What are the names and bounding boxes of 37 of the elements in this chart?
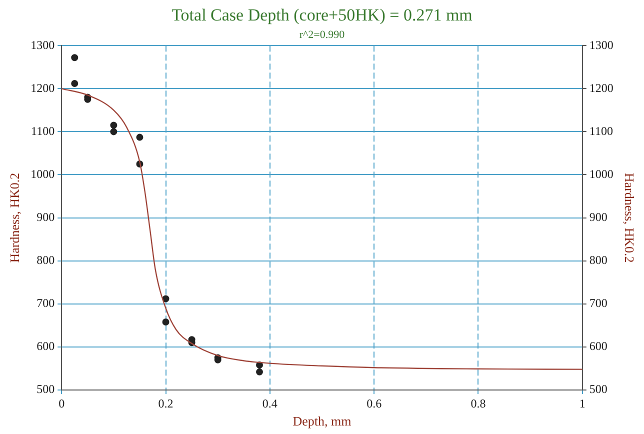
y-axis-title: Hardness, HK0.2	[7, 172, 22, 263]
point	[162, 318, 170, 326]
y-tick-label: 1000	[30, 166, 55, 181]
y-tick-label: 1100	[31, 124, 55, 138]
x-tick-label: 0.4	[262, 396, 278, 410]
y-tick-label: 800	[36, 253, 55, 268]
point	[71, 54, 78, 62]
y2-tick-label: 1200	[589, 80, 614, 95]
y2-tick-label: 500	[589, 382, 608, 396]
y2-tick-label: 800	[589, 253, 608, 268]
y2-tick-label: 700	[589, 296, 608, 310]
x-tick-label: 1	[579, 396, 586, 410]
point	[162, 295, 170, 302]
y2-tick-label: 600	[589, 339, 608, 354]
chart-title: Total Case Depth (core+50HK) = 0.271 mm	[172, 6, 472, 25]
y-tick-label: 500	[36, 382, 55, 396]
x-tick-label: 0.8	[470, 396, 486, 410]
y-tick-label: 700	[36, 296, 55, 310]
chart-subtitle: r^2=0.990	[299, 28, 346, 41]
y-tick-label: 1300	[30, 38, 55, 52]
x-tick-label: 0	[58, 396, 65, 410]
y-tick-label: 900	[36, 210, 55, 224]
point	[71, 80, 78, 87]
y2-tick-label: 900	[589, 210, 608, 224]
y2-tick-label: 1300	[589, 38, 614, 52]
x-axis-title: Depth, mm	[292, 414, 352, 429]
x-tick-label: 0.6	[366, 396, 382, 410]
y-tick-label: 1200	[30, 80, 55, 95]
point	[110, 122, 118, 129]
point	[110, 128, 118, 136]
point	[256, 368, 264, 376]
y2-tick-label: 1000	[589, 166, 614, 181]
y2-axis-title: Hardness, HK0.2	[622, 172, 637, 263]
y2-tick-label: 1100	[589, 124, 613, 138]
point	[136, 134, 144, 141]
y-tick-label: 600	[36, 339, 55, 354]
x-tick-label: 0.2	[158, 396, 174, 410]
